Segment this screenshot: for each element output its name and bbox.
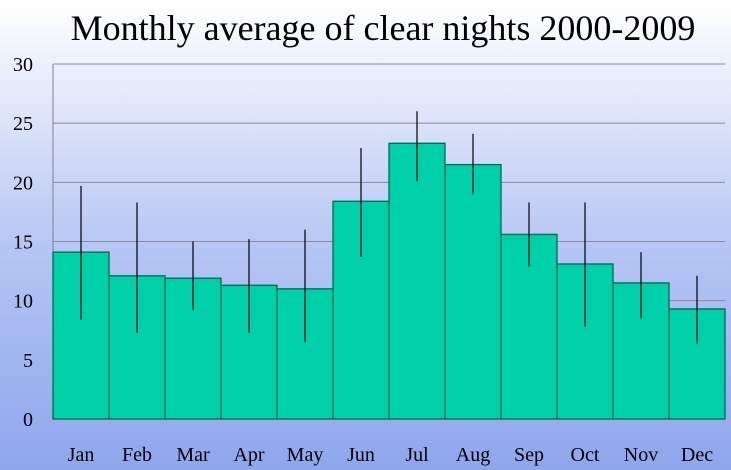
x-tick-label-sep: Sep <box>514 444 544 466</box>
x-tick-label-nov: Nov <box>624 444 658 466</box>
y-tick-label: 5 <box>23 350 33 372</box>
x-tick-label-feb: Feb <box>122 444 152 466</box>
error-bars <box>80 111 698 344</box>
y-tick-label: 0 <box>23 409 33 431</box>
x-tick-label-jan: Jan <box>68 444 95 466</box>
y-tick-label: 10 <box>13 291 33 313</box>
x-axis-labels: Jan Feb Mar Apr May Jun Jul Aug Sep Oct Nov Dec <box>68 444 714 466</box>
x-tick-label-jul: Jul <box>405 444 429 466</box>
y-tick-label: 20 <box>13 172 33 194</box>
bar-aug <box>444 163 502 420</box>
x-tick-label-mar: Mar <box>176 444 210 466</box>
y-axis-ticks: 0 5 10 15 20 25 30 <box>13 54 33 431</box>
bar-jul <box>388 142 446 420</box>
chart-title: Monthly average of clear nights 2000-200… <box>71 8 696 48</box>
x-tick-label-oct: Oct <box>571 444 600 466</box>
x-tick-label-dec: Dec <box>681 444 713 466</box>
x-tick-label-jun: Jun <box>347 444 375 466</box>
x-tick-label-apr: Apr <box>233 444 264 466</box>
y-tick-label: 15 <box>13 232 33 254</box>
y-tick-label: 30 <box>13 54 33 76</box>
x-tick-label-may: May <box>287 444 324 466</box>
bars <box>52 142 726 420</box>
y-tick-label: 25 <box>13 113 33 135</box>
x-tick-label-aug: Aug <box>456 444 490 466</box>
